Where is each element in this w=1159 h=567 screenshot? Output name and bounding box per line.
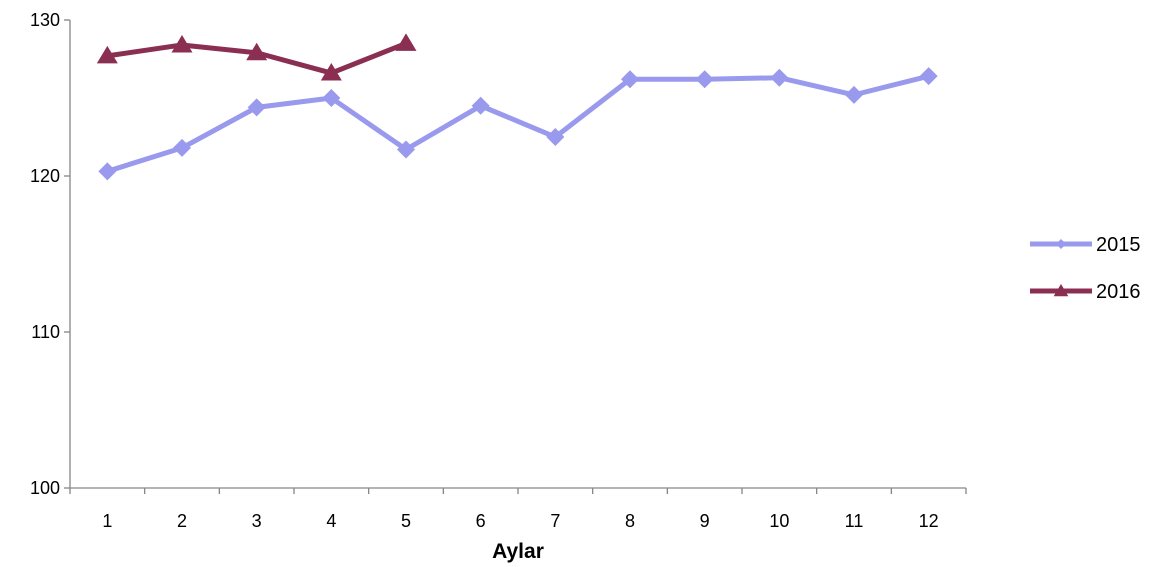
- legend-marker: [1053, 284, 1069, 297]
- y-tick-label: 130: [30, 10, 60, 30]
- data-point: [770, 68, 789, 87]
- legend-marker: [1056, 239, 1066, 249]
- series-line-2015: [106, 73, 930, 174]
- x-tick-label: 3: [252, 511, 262, 531]
- x-tick-label: 6: [476, 511, 486, 531]
- data-point: [397, 140, 415, 159]
- series-layer: [96, 33, 938, 181]
- data-point: [98, 162, 117, 181]
- data-point: [171, 34, 193, 53]
- data-point: [173, 138, 191, 157]
- data-point: [247, 98, 266, 117]
- data-point: [96, 45, 118, 64]
- data-point: [395, 33, 417, 51]
- x-tick-label: 8: [625, 511, 635, 531]
- legend: 2015 2016: [1030, 234, 1141, 303]
- x-tick-label: 7: [550, 511, 560, 531]
- x-axis-title: Aylar: [492, 540, 544, 563]
- data-point: [919, 67, 938, 86]
- legend-item-2016: 2016: [1030, 281, 1141, 303]
- x-tick-label: 12: [919, 511, 939, 531]
- data-point: [621, 70, 639, 89]
- data-point: [845, 85, 863, 104]
- legend-item-2015: 2015: [1030, 234, 1141, 256]
- x-tick-label: 4: [326, 511, 336, 531]
- data-point: [695, 70, 714, 89]
- series-2015: [98, 67, 938, 181]
- data-point: [322, 89, 341, 107]
- x-tick-label: 9: [700, 511, 710, 531]
- data-point: [320, 63, 342, 81]
- y-tick-label: 110: [31, 322, 60, 342]
- legend-label: 2016: [1096, 281, 1141, 303]
- x-tick-label: 5: [401, 511, 411, 531]
- x-tick-label: 1: [102, 511, 112, 531]
- y-tick-label: 100: [30, 478, 60, 498]
- x-tick-label: 2: [177, 511, 187, 531]
- data-point: [246, 42, 268, 61]
- x-tick-label: 11: [845, 511, 864, 531]
- series-2016: [96, 33, 417, 81]
- y-tick-label: 120: [30, 166, 60, 186]
- data-point: [471, 96, 490, 115]
- x-tick-label: 10: [769, 511, 789, 531]
- legend-label: 2015: [1096, 234, 1141, 256]
- data-point: [546, 128, 565, 146]
